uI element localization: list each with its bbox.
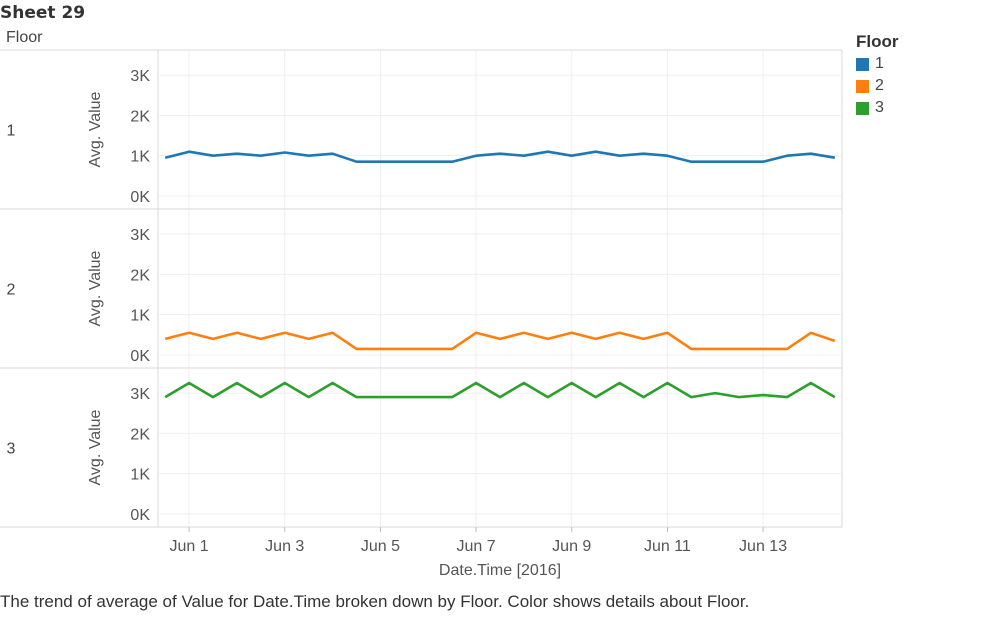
legend-swatch-2 bbox=[856, 79, 869, 93]
legend: Floor 1 2 3 bbox=[856, 32, 899, 119]
legend-item-1[interactable]: 1 bbox=[856, 53, 899, 75]
legend-item-3[interactable]: 3 bbox=[856, 97, 899, 119]
x-tick-label: Jun 1 bbox=[170, 538, 209, 555]
y-tick-label: 0K bbox=[130, 189, 150, 206]
y-axis-title: Avg. Value bbox=[87, 409, 104, 485]
panel-frame-1 bbox=[157, 49, 843, 210]
x-tick-label: Jun 11 bbox=[644, 538, 691, 555]
x-tick-label: Jun 7 bbox=[457, 538, 496, 555]
y-tick-label: 1K bbox=[130, 467, 150, 484]
sheet-title: Sheet 29 bbox=[0, 3, 86, 23]
panel-frame-2 bbox=[157, 208, 843, 369]
y-tick-label: 2K bbox=[130, 108, 150, 125]
y-tick-label: 0K bbox=[130, 507, 150, 524]
panel-label-3: 3 bbox=[7, 441, 16, 458]
x-tick-label: Jun 5 bbox=[361, 538, 400, 555]
y-tick-label: 3K bbox=[130, 68, 150, 85]
legend-swatch-1 bbox=[856, 57, 869, 71]
panel-frame-3 bbox=[157, 367, 843, 528]
legend-label-2: 2 bbox=[875, 77, 884, 94]
legend-swatch-3 bbox=[856, 101, 869, 115]
y-axis-title: Avg. Value bbox=[87, 250, 104, 326]
series-line-floor-2 bbox=[164, 331, 836, 351]
legend-label-1: 1 bbox=[875, 55, 884, 72]
x-tick-label: Jun 13 bbox=[739, 538, 787, 555]
y-tick-label: 2K bbox=[130, 426, 150, 443]
x-axis-title: Date.Time [2016] bbox=[439, 562, 561, 579]
legend-title: Floor bbox=[856, 32, 899, 51]
y-tick-label: 3K bbox=[130, 386, 150, 403]
y-tick-label: 1K bbox=[130, 308, 150, 325]
row-header-floor: Floor bbox=[6, 29, 43, 46]
series-line-floor-1 bbox=[164, 150, 836, 163]
y-tick-label: 2K bbox=[130, 267, 150, 284]
legend-label-3: 3 bbox=[875, 99, 884, 116]
panel-label-2: 2 bbox=[7, 282, 16, 299]
panel-label-1: 1 bbox=[7, 123, 16, 140]
y-tick-label: 0K bbox=[130, 348, 150, 365]
x-tick-label: Jun 9 bbox=[552, 538, 591, 555]
series-line-floor-3 bbox=[164, 381, 836, 399]
legend-item-2[interactable]: 2 bbox=[856, 75, 899, 97]
x-tick-label: Jun 3 bbox=[265, 538, 304, 555]
caption: The trend of average of Value for Date.T… bbox=[0, 592, 750, 611]
y-tick-label: 3K bbox=[130, 227, 150, 244]
y-axis-title: Avg. Value bbox=[87, 91, 104, 167]
y-tick-label: 1K bbox=[130, 149, 150, 166]
